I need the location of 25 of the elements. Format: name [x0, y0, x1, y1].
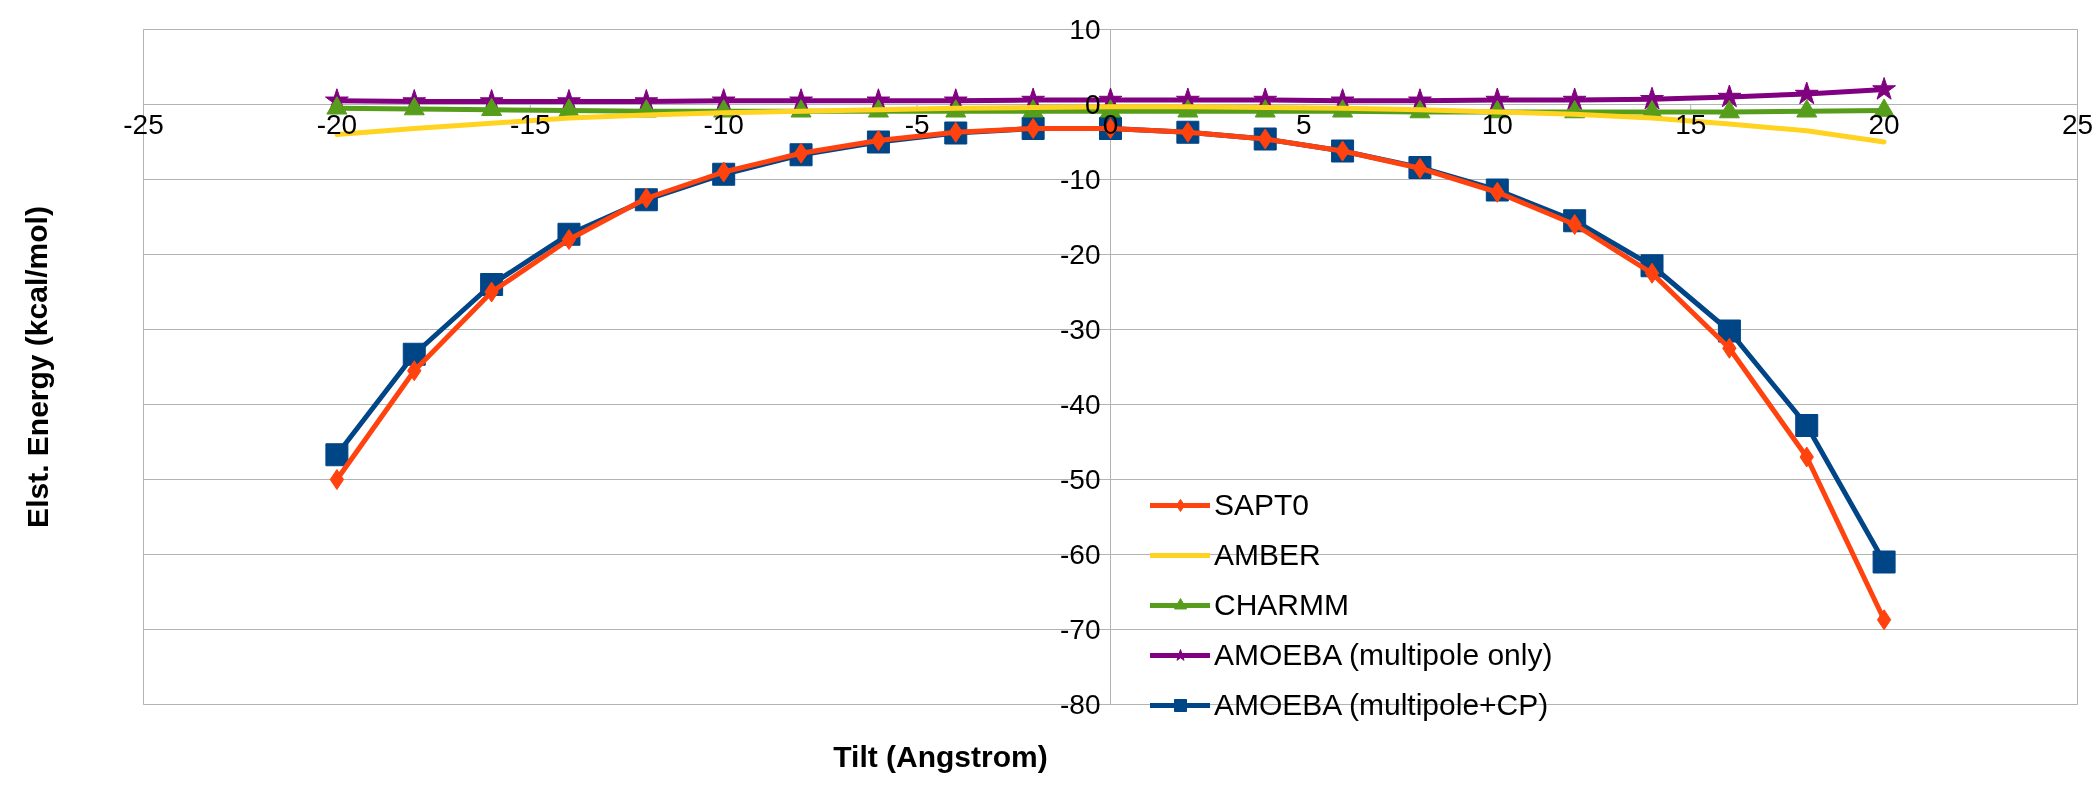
legend-label: AMOEBA (multipole only): [1214, 638, 1553, 672]
legend-label: SAPT0: [1214, 488, 1310, 522]
legend-label: AMBER: [1214, 538, 1321, 572]
y-tick-label: -60: [1060, 539, 1101, 570]
y-tick-label: -50: [1060, 464, 1101, 495]
x-tick-label: 20: [1868, 108, 1900, 140]
x-tick-label: -20: [316, 108, 358, 140]
x-axis-title: Tilt (Angstrom): [833, 739, 1048, 773]
legend-label: CHARMM: [1214, 588, 1349, 622]
y-tick-label: -70: [1060, 614, 1101, 645]
x-tick-label: -5: [904, 108, 930, 140]
legend-label: AMOEBA (multipole+CP): [1214, 688, 1549, 722]
x-tick-label: -10: [703, 108, 744, 140]
y-tick-label: -10: [1060, 164, 1101, 195]
y-axis-title: Elst. Energy (kcal/mol): [20, 206, 54, 528]
y-tick-label: -30: [1060, 314, 1101, 345]
x-tick-label: -25: [123, 108, 164, 140]
y-tick-label: -80: [1060, 689, 1101, 720]
y-tick-label: 0: [1084, 89, 1101, 120]
x-tick-label: 25: [2061, 108, 2094, 140]
x-tick-label: 10: [1481, 108, 1513, 140]
y-tick-label: -40: [1060, 389, 1101, 420]
x-tick-label: 5: [1296, 108, 1312, 140]
y-tick-label: -20: [1060, 239, 1101, 270]
y-tick-label: 10: [1069, 14, 1101, 45]
